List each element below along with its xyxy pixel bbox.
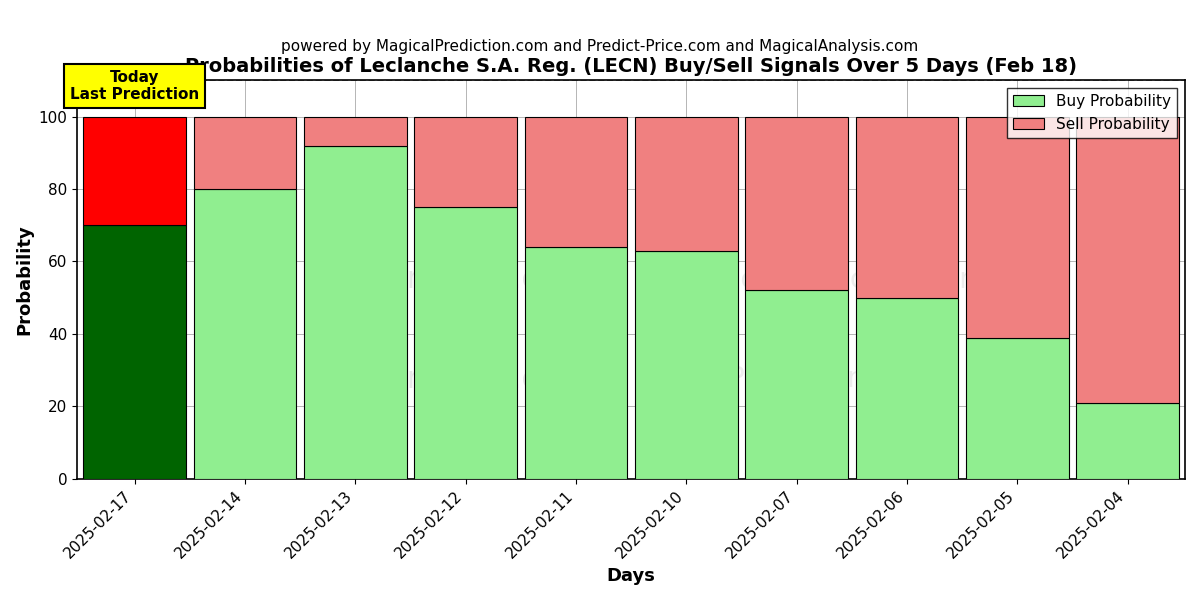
X-axis label: Days: Days <box>607 567 655 585</box>
Bar <box>1076 116 1178 403</box>
Bar <box>745 116 848 290</box>
Bar <box>1076 403 1178 479</box>
Bar <box>966 338 1068 479</box>
Legend: Buy Probability, Sell Probability: Buy Probability, Sell Probability <box>1007 88 1177 138</box>
Bar <box>304 146 407 479</box>
Bar <box>524 247 628 479</box>
Bar <box>414 207 517 479</box>
Text: Today
Last Prediction: Today Last Prediction <box>70 70 199 102</box>
Bar <box>83 225 186 479</box>
Text: Prediction.com: Prediction.com <box>727 365 934 393</box>
Bar <box>966 116 1068 338</box>
Bar <box>524 116 628 247</box>
Text: calAnalysis.com: calAnalysis.com <box>343 365 587 394</box>
Bar <box>856 116 959 298</box>
Text: powered by MagicalPrediction.com and Predict-Price.com and MagicalAnalysis.com: powered by MagicalPrediction.com and Pre… <box>281 39 919 54</box>
Bar <box>193 189 296 479</box>
Bar <box>304 116 407 146</box>
Y-axis label: Probability: Probability <box>14 224 32 335</box>
Bar <box>635 251 738 479</box>
Bar <box>83 116 186 225</box>
Bar <box>635 116 738 251</box>
Bar <box>856 298 959 479</box>
Bar <box>745 290 848 479</box>
Bar <box>193 116 296 189</box>
Title: Probabilities of Leclanche S.A. Reg. (LECN) Buy/Sell Signals Over 5 Days (Feb 18: Probabilities of Leclanche S.A. Reg. (LE… <box>185 57 1078 76</box>
Bar <box>414 116 517 207</box>
Text: MagicalPrediction.com: MagicalPrediction.com <box>674 266 986 293</box>
Text: calAnalysis.com: calAnalysis.com <box>343 265 587 294</box>
